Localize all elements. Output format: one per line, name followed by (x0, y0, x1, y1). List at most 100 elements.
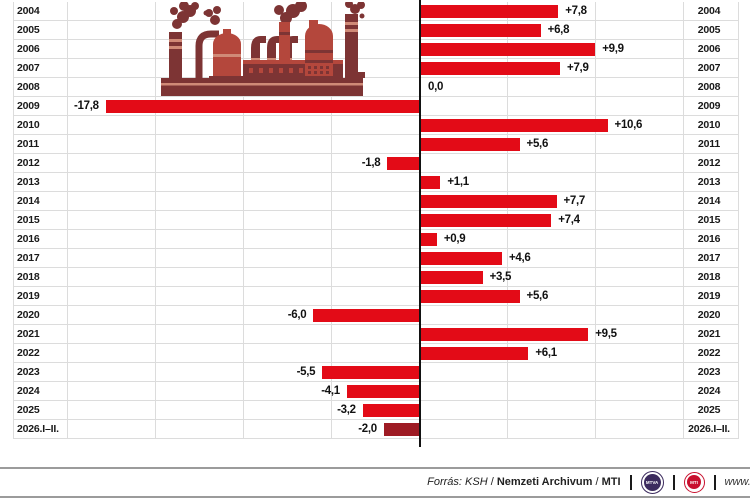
year-label-left: 2006 (17, 43, 40, 55)
value-bar (322, 366, 419, 379)
year-label-right: 2007 (697, 62, 721, 74)
year-label-right: 2025 (697, 404, 721, 416)
table-row (14, 21, 738, 40)
footer: Forrás: KSH / Nemzeti Archivum / MTI MTV… (0, 469, 750, 495)
year-label-right: 2023 (697, 366, 721, 378)
year-label-left: 2025 (17, 404, 40, 416)
year-label-right: 2022 (697, 347, 721, 359)
value-label: +7,4 (558, 214, 580, 226)
source-sep-2: / (595, 476, 599, 488)
year-label-right: 2010 (697, 119, 721, 131)
year-label-left: 2021 (17, 328, 40, 340)
table-row (14, 325, 738, 344)
year-label-right: 2020 (697, 309, 721, 321)
value-label: +3,5 (489, 271, 512, 283)
table-row (14, 401, 738, 420)
value-bar (421, 347, 529, 360)
year-label-right: 2009 (697, 100, 721, 112)
year-label-left: 2004 (17, 5, 40, 17)
value-label: +10,6 (614, 119, 643, 131)
value-label: +1,1 (447, 176, 469, 188)
table-row (14, 268, 738, 287)
value-label: +5,6 (526, 138, 549, 150)
table-row (14, 40, 738, 59)
value-label: +7,9 (567, 62, 589, 74)
vertical-gridline (331, 2, 332, 439)
table-row (14, 97, 738, 116)
year-label-right: 2012 (697, 157, 721, 169)
year-label-left: 2009 (17, 100, 40, 112)
year-label-left: 2026.I–II. (17, 423, 59, 435)
value-label: +4,6 (508, 252, 531, 264)
value-bar (421, 195, 557, 208)
value-bar (387, 157, 419, 170)
year-label-left: 2013 (17, 176, 40, 188)
footer-top-divider (0, 467, 750, 469)
year-label-left: 2020 (17, 309, 40, 321)
year-label-left: 2014 (17, 195, 40, 207)
footer-separator (713, 474, 716, 490)
year-label-left: 2024 (17, 385, 40, 397)
table-row (14, 363, 738, 382)
value-bar (105, 100, 419, 113)
value-bar (362, 404, 419, 417)
value-bar (421, 138, 520, 151)
vertical-gridline (595, 2, 596, 439)
value-bar (421, 252, 502, 265)
mti-logo-text: MTI (687, 475, 702, 489)
value-label: +9,5 (595, 328, 617, 340)
value-label: +7,7 (563, 195, 586, 207)
year-label-left: 2007 (17, 62, 40, 74)
value-bar (421, 233, 437, 246)
year-label-right: 2006 (697, 43, 721, 55)
vertical-gridline (243, 2, 244, 439)
year-label-left: 2010 (17, 119, 40, 131)
mtva-logo-text: MTVA (643, 473, 661, 491)
year-label-left: 2008 (17, 81, 40, 93)
value-bar (313, 309, 419, 322)
table-row (14, 230, 738, 249)
table-row (14, 154, 738, 173)
value-bar (421, 24, 541, 37)
value-label: -2,0 (358, 423, 377, 435)
value-label: +6,8 (547, 24, 570, 36)
year-label-left: 2017 (17, 252, 40, 264)
footer-separator (629, 474, 632, 490)
table-row (14, 211, 738, 230)
table-row (14, 420, 738, 439)
year-label-right: 2017 (697, 252, 721, 264)
value-bar (421, 290, 520, 303)
footer-separator (672, 474, 675, 490)
table-row (14, 135, 738, 154)
source-sep-1: / (490, 476, 494, 488)
year-label-right: 2026.I–II. (688, 423, 730, 435)
year-label-right: 2024 (697, 385, 721, 397)
year-label-left: 2022 (17, 347, 40, 359)
source-bold-1: Nemzeti Archivum (496, 476, 593, 488)
table-row (14, 192, 738, 211)
table-row (14, 249, 738, 268)
source-bold-2: MTI (601, 476, 621, 488)
value-label: +5,6 (526, 290, 549, 302)
website-text: www.m (724, 476, 750, 488)
value-label: -5,5 (296, 366, 316, 378)
value-bar (421, 271, 483, 284)
year-label-right: 2011 (698, 138, 720, 150)
year-label-right: 2019 (697, 290, 721, 302)
value-label: -17,8 (74, 100, 99, 112)
value-label: 0,0 (428, 81, 444, 93)
value-bar (383, 423, 419, 436)
table-row (14, 2, 738, 21)
year-label-left: 2023 (17, 366, 40, 378)
year-label-right: 2014 (697, 195, 721, 207)
vertical-gridline (683, 2, 684, 439)
year-label-left: 2012 (17, 157, 40, 169)
value-bar (421, 176, 441, 189)
table-row (14, 382, 738, 401)
value-label: +9,9 (602, 43, 624, 55)
year-label-left: 2011 (17, 138, 39, 150)
value-label: +0,9 (443, 233, 466, 245)
source-text: Forrás: KSH / Nemzeti Archivum / MTI (427, 476, 620, 488)
zero-axis-line (418, 0, 421, 447)
